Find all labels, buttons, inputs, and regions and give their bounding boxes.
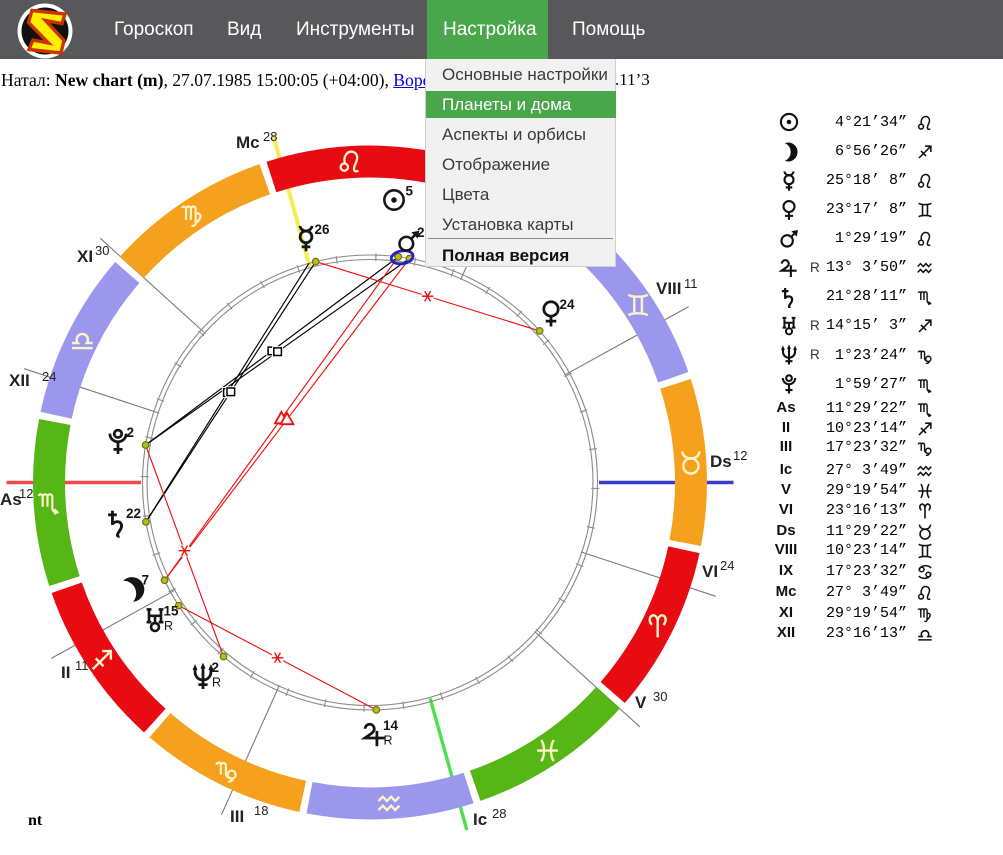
svg-text:VI: VI: [702, 562, 718, 581]
svg-text:11: 11: [684, 276, 698, 291]
svg-text:VIII: VIII: [656, 279, 682, 298]
svg-text:XII: XII: [9, 371, 30, 390]
svg-text:24: 24: [720, 558, 734, 573]
svg-text:12: 12: [19, 486, 33, 501]
svg-text:24: 24: [560, 297, 576, 312]
svg-text:V: V: [635, 693, 647, 712]
svg-text:II: II: [61, 663, 70, 682]
svg-text:15: 15: [164, 604, 180, 619]
svg-text:14: 14: [383, 718, 399, 733]
svg-text:2: 2: [212, 660, 220, 675]
svg-text:7: 7: [142, 573, 150, 588]
svg-text:28: 28: [492, 806, 506, 821]
svg-text:III: III: [230, 807, 244, 826]
svg-text:24: 24: [42, 369, 56, 384]
svg-text:26: 26: [315, 222, 331, 237]
svg-text:Mc: Mc: [236, 133, 260, 152]
svg-text:Ic: Ic: [473, 810, 487, 829]
svg-text:2: 2: [417, 225, 425, 240]
svg-text:12: 12: [733, 448, 747, 463]
svg-text:30: 30: [95, 243, 109, 258]
svg-text:30: 30: [653, 689, 667, 704]
svg-text:As: As: [0, 490, 22, 509]
svg-text:2: 2: [127, 425, 135, 440]
svg-text:18: 18: [254, 803, 268, 818]
svg-text:XI: XI: [77, 247, 93, 266]
svg-text:22: 22: [126, 506, 141, 521]
svg-text:R: R: [384, 734, 393, 748]
svg-text:R: R: [212, 676, 221, 690]
svg-text:5: 5: [406, 184, 414, 199]
svg-text:28: 28: [263, 129, 277, 144]
svg-text:11: 11: [75, 658, 89, 673]
svg-text:R: R: [164, 619, 173, 633]
svg-text:Ds: Ds: [710, 452, 732, 471]
